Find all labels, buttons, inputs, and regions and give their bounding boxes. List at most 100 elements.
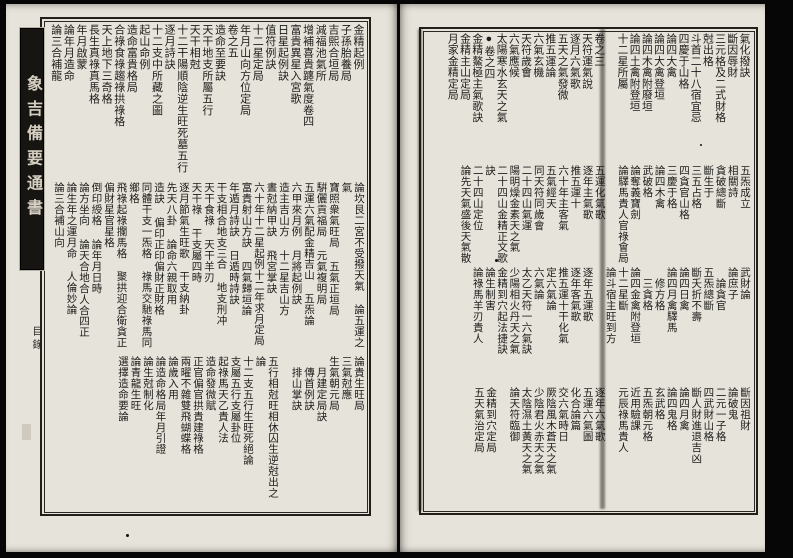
toc-entry: 同體干支一炁格 xyxy=(140,182,152,259)
toc-column: 三慶于格 xyxy=(665,165,677,265)
toc-column: 富貴異星入宮歌 xyxy=(288,24,301,176)
toc-entry: 五運六氣配金精吉山 xyxy=(303,182,314,281)
toc-entry: 斷因祖財 xyxy=(739,387,750,431)
toc-column: 玄武格 xyxy=(652,387,665,506)
toc-register: 論坎艮二宮不受撥天氣論五運之氣 寶照衆氣旺局五氣正垣局 騈儷貢福局元氣複明局 五運六氣… xyxy=(52,182,364,348)
ink-smudge xyxy=(600,29,605,509)
toc-entry: 六甲來月例 xyxy=(290,182,302,237)
toc-entry: 論四日禽 xyxy=(677,267,689,311)
toc-entry: 日星起例訣 xyxy=(276,24,289,82)
toc-entry: 月將起例訣 xyxy=(290,249,302,305)
toc-column: 論年月造命 xyxy=(62,24,74,176)
column-gap xyxy=(593,267,604,355)
toc-column: 五天氣治定局 xyxy=(472,387,484,506)
toc-entry: 六氣應候 xyxy=(507,33,520,78)
toc-entry: 減福池氣所 xyxy=(314,24,327,82)
toc-column: 飛祿起祿攔馬格聚拱迎合衛貪正偏財星官星格 xyxy=(102,182,127,348)
toc-column: 論造命格局年月引證 xyxy=(153,356,166,508)
toc-column: 日星起例訣 xyxy=(276,24,289,176)
toc-entry: 逐年五運歌 xyxy=(581,267,593,322)
toc-entry: 十二星斷 xyxy=(616,267,628,311)
toc-column: 卷之三 xyxy=(593,33,605,161)
toc-entry: 造命至要訣 xyxy=(213,24,226,82)
toc-column: 十二星定局 xyxy=(251,24,263,176)
toc-column: 晝尅納甲訣飛宮掌訣 xyxy=(264,182,277,348)
toc-entry: 玄武格 xyxy=(653,387,665,420)
toc-entry: 化合論篇 xyxy=(569,387,581,431)
toc-entry: 五天氣治定局 xyxy=(472,387,484,453)
toc-entry: 二十四山氣運 xyxy=(520,165,532,231)
toc-entry: 金精到穴定局 xyxy=(485,387,497,453)
toc-entry: 合祿食祿趨祿拱祿格 xyxy=(112,24,125,127)
toc-column: 天干地支所屬五行 xyxy=(200,24,213,176)
toc-entry: 十二支五行生旺死絕論 xyxy=(242,356,253,466)
toc-entry: 四慶于山格 xyxy=(676,33,689,90)
toc-column: 論貪官 xyxy=(713,267,726,366)
toc-column: 論庶子 xyxy=(726,267,738,355)
toc-entry: 論命六親取用 xyxy=(165,238,177,305)
toc-entry: 斷生于 xyxy=(702,165,714,198)
toc-column: 太陰濕土黃天之氣 xyxy=(519,387,532,506)
toc-entry: 論四土禽附登垣 xyxy=(628,33,641,112)
toc-entry: 六氣論 xyxy=(532,267,544,300)
toc-column: 金精到穴定局 xyxy=(484,387,496,506)
toc-entry: 論四大禽登垣 xyxy=(652,33,665,101)
toc-column: 造命發微賦 xyxy=(203,356,216,508)
toc-entry: 五炁總斷 xyxy=(702,267,714,311)
toc-entry: 年月山向方位定局 xyxy=(238,24,251,116)
toc-column: 化合論篇 xyxy=(568,387,580,506)
toc-column: 值符例訣 xyxy=(263,24,276,176)
toc-entry: 同天符同歲會 xyxy=(532,165,544,231)
toc-entry: 論生尅制化 xyxy=(142,356,153,411)
toc-entry: 支屬五行支屬卦位 xyxy=(229,356,241,444)
toc-column: 造命富貴格局 xyxy=(125,24,137,176)
toc-column: 天符運氣說 xyxy=(580,33,593,161)
toc-column: 論四日禽 xyxy=(677,267,689,355)
toc-entry: 干支相合地支三合 xyxy=(215,182,227,270)
column-gap xyxy=(605,165,616,265)
toc-column: 排山掌訣 xyxy=(289,356,302,519)
toc-entry: 先天八卦 xyxy=(165,182,177,226)
toc-entry: 十二星所屬 xyxy=(615,33,628,90)
toc-column: 三五占格 xyxy=(689,165,701,265)
toc-entry: 飛宮掌訣 xyxy=(265,249,277,294)
toc-entry: 五氣正垣局 xyxy=(328,260,339,316)
toc-column: 四武財山格 xyxy=(701,387,713,506)
toc-entry: 十二支中所藏之圖 xyxy=(150,24,163,116)
toc-entry: 正官偏官拱貴建祿格 xyxy=(192,356,203,455)
toc-entry: 起山命例 xyxy=(137,24,150,70)
toc-column: 倒印綬格論年月日時 xyxy=(89,182,102,348)
toc-column: 論方坐向論天合地合人合四正 xyxy=(77,182,89,348)
toc-entry: 交六氣時日 xyxy=(557,387,569,442)
toc-column: 少陽相火丹天之氣 xyxy=(507,267,519,355)
toc-column: 四貪官山格 xyxy=(677,165,689,265)
toc-column: 論生年之運月命人倫妙論 xyxy=(64,182,77,348)
toc-column: 論三合補山向 xyxy=(52,182,64,348)
toc-entry: 斷人財進退吉凶 xyxy=(690,387,702,464)
right-page: 氣化撥訣 斷因辱財 三元格及二式財格 尅出格 斗首二十八宿宜忌 四慶于山格 論四大禽 論四大禽… xyxy=(400,4,765,552)
toc-entry: 干支屬四時 xyxy=(190,227,202,283)
toc-column: 吉熙合垣局 xyxy=(326,24,339,176)
column-gap xyxy=(496,387,507,506)
toc-column: 先天八卦論命六親取用 xyxy=(164,182,177,348)
toc-column: 十二支中所藏之圖 xyxy=(150,24,163,176)
toc-entry: 武破格 xyxy=(641,165,653,198)
toc-column: 論驛馬貴人官祿會局 xyxy=(616,165,628,265)
toc-entry: 論造命格局年月引證 xyxy=(154,356,166,455)
toc-column: 天符歲會 xyxy=(519,33,532,161)
toc-entry: 三慶于格 xyxy=(665,165,677,209)
toc-column: 五氣經天 xyxy=(544,165,556,265)
toc-column: 起山命例 xyxy=(137,24,150,176)
toc-column: 選擇造命要論 xyxy=(116,356,128,508)
toc-column: 月建定局訣 xyxy=(314,356,327,519)
toc-entry: 論貪官 xyxy=(714,278,726,311)
toc-entry: 逐年主氣歌 xyxy=(581,165,593,220)
toc-column: 傳首例訣 xyxy=(302,356,314,519)
spine-title-label: 象吉備要通書 xyxy=(20,28,44,270)
toc-entry: 太陽寒水玄天之氣 xyxy=(495,33,508,123)
toc-entry: 傳首例訣 xyxy=(303,367,314,411)
toc-entry: 干支納卦 xyxy=(178,271,189,316)
toc-column: 論四木禽附廢垣 xyxy=(640,33,652,161)
toc-entry: 富貴射山方訣 xyxy=(240,182,252,248)
toc-entry: ●卷之四 xyxy=(482,33,495,80)
